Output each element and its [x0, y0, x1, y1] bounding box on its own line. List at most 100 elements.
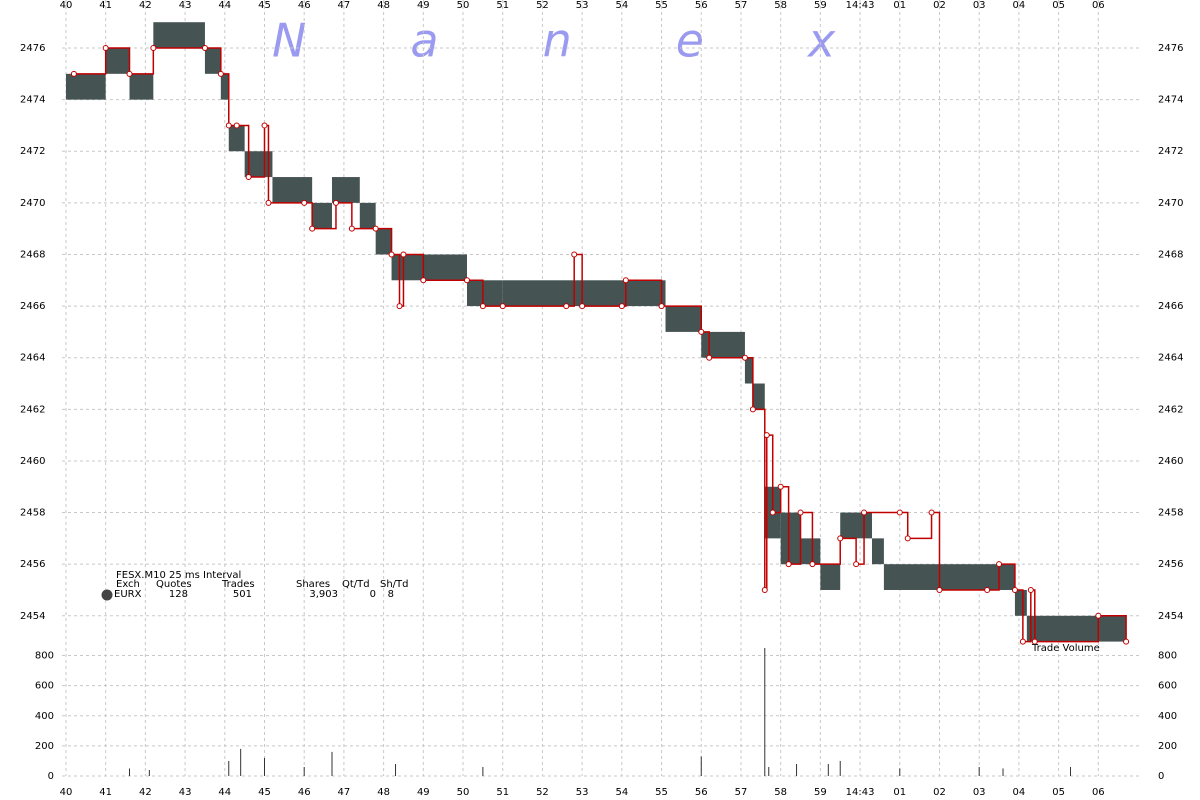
trade-point [102, 45, 109, 52]
trade-point [984, 586, 991, 593]
x-tick-label: 59 [814, 787, 827, 798]
trade-point [741, 354, 748, 361]
trade-point [233, 122, 240, 129]
y-tick-label: 2458 [1158, 508, 1183, 519]
trade-point [749, 406, 756, 413]
trade-point [579, 303, 586, 310]
x-tick-label: 14:43 [846, 0, 875, 11]
y-tick-label: 2462 [20, 404, 45, 415]
trade-point [332, 199, 339, 206]
trade-point [706, 354, 713, 361]
y-tick-label: 2468 [1158, 249, 1183, 260]
quote-band [883, 564, 1015, 590]
trade-point [400, 251, 407, 258]
y-tick-label: 2468 [20, 249, 45, 260]
trade-point [1011, 586, 1018, 593]
x-tick-label: 56 [695, 787, 708, 798]
trade-point [853, 561, 860, 568]
trade-point [265, 199, 272, 206]
x-tick-label: 47 [338, 0, 351, 11]
x-tick-label: 55 [655, 787, 668, 798]
x-tick-label: 02 [933, 787, 946, 798]
trade-point [245, 174, 252, 181]
x-tick-label: 45 [258, 787, 271, 798]
x-tick-label: 44 [218, 787, 231, 798]
quote-band [105, 48, 130, 74]
trade-point [1027, 586, 1034, 593]
x-tick-label: 54 [615, 787, 628, 798]
summary-header: Sh/Td [380, 579, 409, 590]
summary-cell: 128 [169, 589, 188, 600]
y-tick-label: 2464 [1158, 353, 1183, 364]
x-tick-label: 43 [179, 787, 192, 798]
x-tick-label: 57 [735, 0, 748, 11]
x-tick-label: 49 [417, 787, 430, 798]
x-tick-label: 52 [536, 0, 549, 11]
quote-band [65, 73, 106, 100]
quote-band [153, 22, 205, 49]
quote-band [582, 280, 666, 307]
quote-band [331, 177, 360, 203]
trade-point [499, 303, 506, 310]
x-tick-label: 46 [298, 0, 311, 11]
trade-point [809, 561, 816, 568]
volume-tick-label: 400 [35, 711, 54, 722]
x-tick-label: 06 [1092, 787, 1105, 798]
trade-point [301, 199, 308, 206]
y-tick-label: 2454 [20, 611, 45, 622]
volume-tick-label: 600 [35, 681, 54, 692]
quote-band [391, 254, 424, 281]
x-tick-label: 06 [1092, 0, 1105, 11]
quote-band [129, 73, 154, 100]
y-tick-label: 2456 [1158, 559, 1183, 570]
trade-point [396, 303, 403, 310]
x-tick-label: 01 [893, 0, 906, 11]
summary-title: FESX.M10 25 ms Interval [116, 570, 241, 581]
x-tick-label: 04 [1013, 787, 1026, 798]
trade-point [479, 303, 486, 310]
trade-point [1123, 638, 1130, 645]
trade-point [1095, 612, 1102, 619]
x-tick-label: 43 [179, 0, 192, 11]
x-tick-label: 53 [576, 0, 589, 11]
quote-band [744, 357, 753, 384]
y-tick-label: 2474 [1158, 95, 1183, 106]
x-tick-label: 57 [735, 787, 748, 798]
x-tick-label: 52 [536, 787, 549, 798]
y-tick-label: 2474 [20, 95, 45, 106]
trade-point [201, 45, 208, 52]
x-tick-label: 40 [60, 0, 73, 11]
summary-cell: 3,903 [309, 589, 338, 600]
x-tick-label: 42 [139, 0, 152, 11]
x-tick-label: 47 [338, 787, 351, 798]
trade-point [797, 509, 804, 516]
x-tick-label: 49 [417, 0, 430, 11]
y-tick-label: 2466 [1158, 301, 1183, 312]
x-tick-label: 03 [973, 787, 986, 798]
volume-tick-label: 600 [1158, 681, 1177, 692]
quote-band [312, 202, 332, 229]
quote-band [800, 538, 821, 565]
volume-tick-label: 800 [1158, 651, 1177, 662]
trade-point [698, 328, 705, 335]
y-tick-label: 2470 [1158, 198, 1183, 209]
quote-band [228, 125, 245, 152]
x-tick-label: 46 [298, 787, 311, 798]
y-tick-label: 2464 [20, 353, 45, 364]
quote-band [1026, 615, 1127, 642]
x-tick-label: 05 [1052, 0, 1065, 11]
trade-point [348, 225, 355, 232]
volume-tick-label: 400 [1158, 711, 1177, 722]
quote-band [423, 254, 467, 281]
summary-header: Trades [221, 579, 255, 590]
x-tick-label: 45 [258, 0, 271, 11]
trade-point [70, 70, 77, 77]
x-tick-label: 53 [576, 787, 589, 798]
summary-header: Exch [116, 579, 140, 590]
trade-point [1019, 638, 1026, 645]
summary-header: Qt/Td [342, 579, 370, 590]
quote-band [780, 512, 801, 565]
trade-point [571, 251, 578, 258]
trade-point [996, 561, 1003, 568]
